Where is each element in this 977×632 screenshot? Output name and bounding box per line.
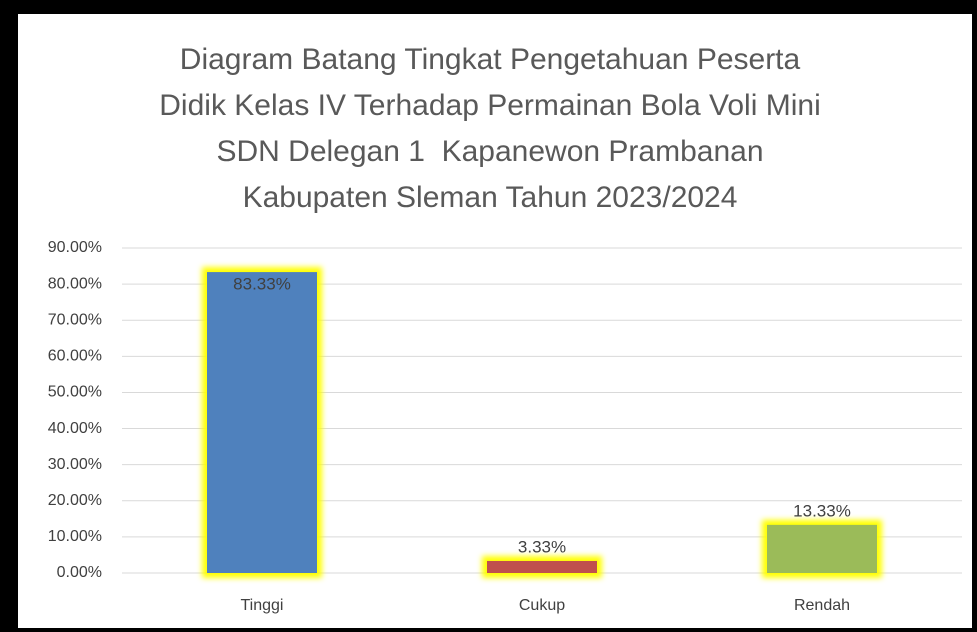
- y-tick-label: 60.00%: [48, 348, 102, 365]
- data-label: 13.33%: [793, 501, 851, 520]
- y-tick-label: 40.00%: [48, 420, 102, 437]
- chart-title: SDN Delegan 1 Kapanewon Prambanan: [216, 135, 763, 168]
- data-label: 83.33%: [233, 275, 291, 294]
- y-tick-label: 20.00%: [48, 492, 102, 509]
- chart-title: Kabupaten Sleman Tahun 2023/2024: [243, 181, 738, 214]
- x-tick-label: Tinggi: [241, 597, 284, 614]
- y-tick-label: 10.00%: [48, 528, 102, 545]
- data-label: 3.33%: [518, 537, 566, 556]
- y-tick-label: 0.00%: [57, 564, 102, 581]
- bar: [207, 272, 317, 573]
- x-tick-label: Cukup: [519, 597, 565, 614]
- y-tick-label: 80.00%: [48, 275, 102, 292]
- chart-title: Didik Kelas IV Terhadap Permainan Bola V…: [159, 89, 820, 122]
- y-tick-label: 70.00%: [48, 311, 102, 328]
- chart-title: Diagram Batang Tingkat Pengetahuan Peser…: [180, 43, 801, 76]
- y-tick-label: 30.00%: [48, 456, 102, 473]
- bar: [767, 524, 877, 573]
- bar: [487, 560, 597, 573]
- y-tick-label: 50.00%: [48, 384, 102, 401]
- y-tick-label: 90.00%: [48, 239, 102, 256]
- x-tick-label: Rendah: [794, 597, 850, 614]
